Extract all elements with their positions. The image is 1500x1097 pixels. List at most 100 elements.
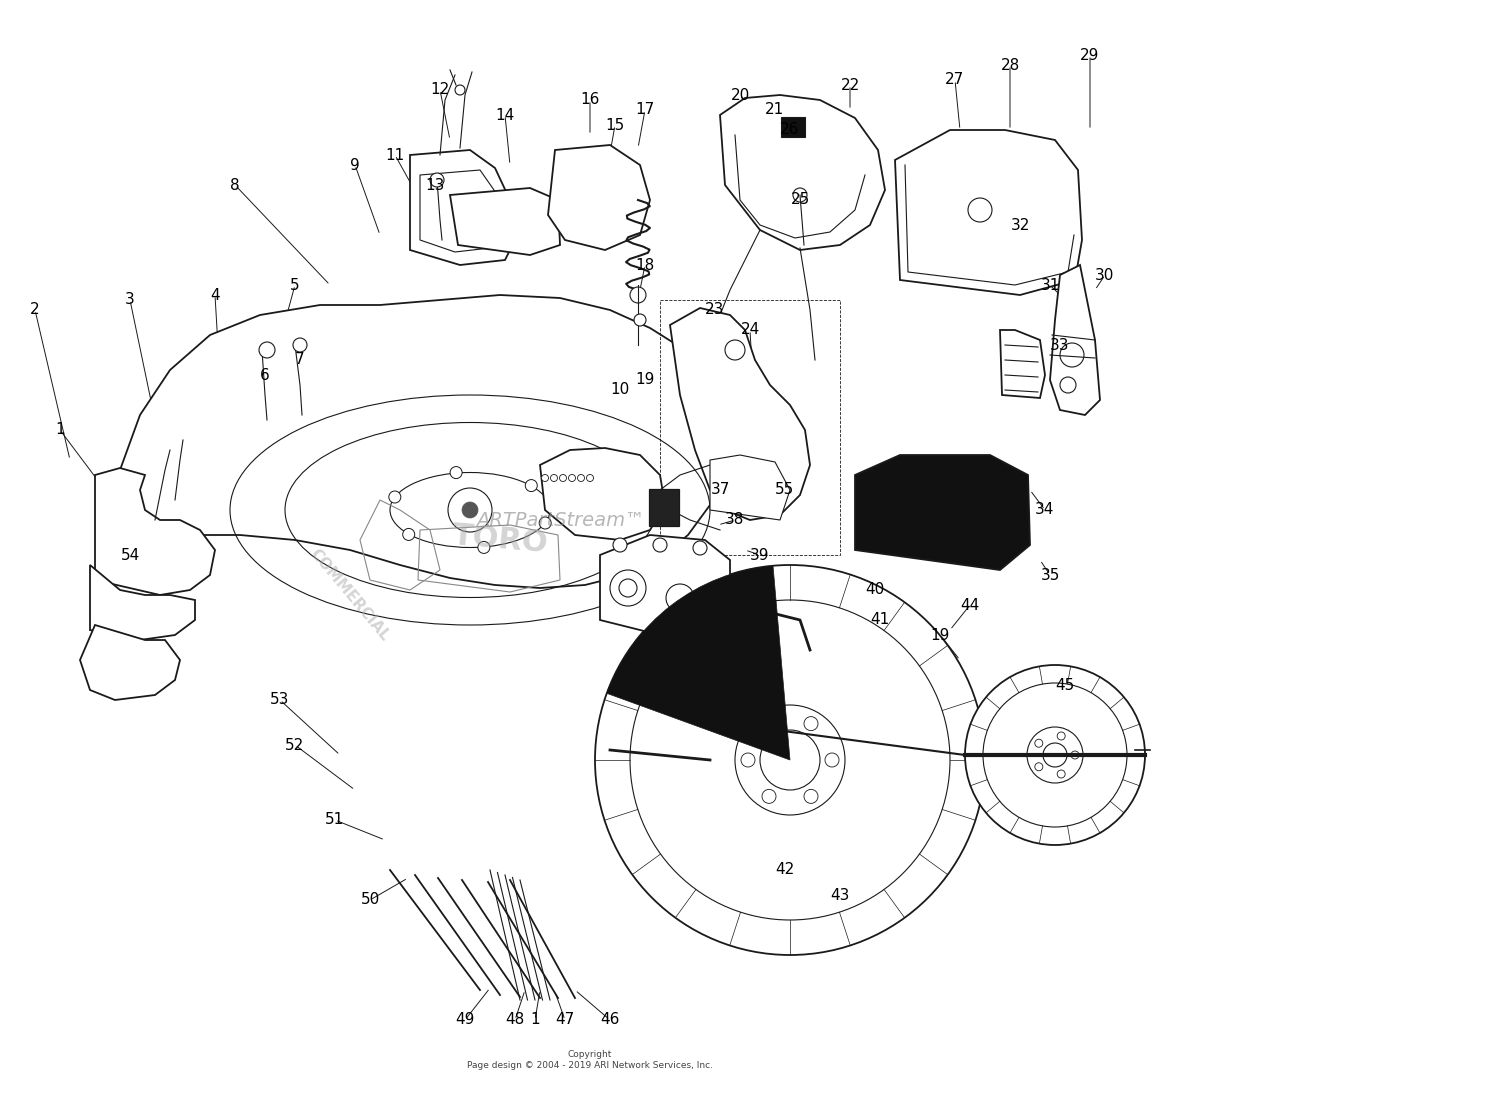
Text: 43: 43	[831, 887, 849, 903]
Circle shape	[630, 287, 646, 303]
Circle shape	[1028, 727, 1083, 783]
Polygon shape	[710, 455, 791, 520]
Circle shape	[550, 475, 558, 482]
Text: 52: 52	[285, 737, 304, 753]
Polygon shape	[90, 565, 195, 640]
Text: 44: 44	[960, 598, 980, 612]
Circle shape	[1042, 743, 1066, 767]
Text: 18: 18	[636, 258, 654, 272]
Text: 19: 19	[636, 373, 654, 387]
Circle shape	[454, 84, 465, 95]
Circle shape	[1071, 751, 1078, 759]
Polygon shape	[94, 468, 214, 595]
Text: 12: 12	[430, 82, 450, 98]
Circle shape	[462, 502, 478, 518]
Text: TORO: TORO	[452, 521, 549, 558]
Circle shape	[693, 541, 706, 555]
Polygon shape	[670, 308, 810, 520]
Circle shape	[560, 475, 567, 482]
Circle shape	[762, 716, 776, 731]
Text: 5: 5	[290, 278, 300, 293]
Text: 40: 40	[865, 583, 885, 598]
Circle shape	[804, 790, 818, 803]
Polygon shape	[420, 170, 498, 252]
Text: 51: 51	[326, 813, 345, 827]
Circle shape	[968, 197, 992, 222]
Text: 50: 50	[360, 893, 380, 907]
Text: 32: 32	[1011, 217, 1029, 233]
Polygon shape	[116, 295, 730, 588]
Circle shape	[760, 730, 820, 790]
Text: 19: 19	[930, 627, 950, 643]
Circle shape	[542, 475, 549, 482]
Text: ARTPartStream™: ARTPartStream™	[476, 510, 645, 530]
Polygon shape	[1050, 265, 1100, 415]
Text: 53: 53	[270, 692, 290, 708]
Text: 27: 27	[945, 72, 964, 88]
Text: 25: 25	[790, 192, 810, 207]
Circle shape	[402, 529, 414, 541]
Text: 54: 54	[120, 547, 140, 563]
Circle shape	[652, 538, 668, 552]
Circle shape	[430, 173, 444, 186]
Circle shape	[1060, 343, 1084, 367]
Circle shape	[610, 570, 646, 606]
Text: 16: 16	[580, 92, 600, 108]
Text: 2: 2	[30, 303, 40, 317]
Circle shape	[578, 475, 585, 482]
Text: 42: 42	[776, 862, 795, 878]
Text: 29: 29	[1080, 47, 1100, 63]
FancyBboxPatch shape	[782, 117, 806, 137]
Polygon shape	[540, 448, 664, 540]
Circle shape	[1060, 377, 1076, 393]
Text: 10: 10	[610, 383, 630, 397]
Text: 14: 14	[495, 108, 514, 123]
Text: 3: 3	[124, 293, 135, 307]
Text: 28: 28	[1000, 57, 1020, 72]
Circle shape	[1058, 770, 1065, 778]
Circle shape	[634, 314, 646, 326]
Polygon shape	[450, 188, 560, 255]
Polygon shape	[720, 95, 885, 250]
Circle shape	[292, 338, 308, 352]
Text: 13: 13	[426, 178, 444, 192]
Polygon shape	[80, 625, 180, 700]
Text: 26: 26	[780, 123, 800, 137]
Text: 41: 41	[870, 612, 889, 627]
Circle shape	[762, 790, 776, 803]
Text: 22: 22	[840, 78, 860, 92]
Text: 6: 6	[260, 367, 270, 383]
Text: 7: 7	[296, 352, 304, 367]
Text: 49: 49	[456, 1013, 474, 1028]
Text: 33: 33	[1050, 338, 1070, 352]
Polygon shape	[548, 145, 650, 250]
Text: 17: 17	[636, 102, 654, 117]
Circle shape	[260, 342, 274, 358]
Text: 1: 1	[530, 1013, 540, 1028]
Circle shape	[1035, 739, 1042, 747]
Circle shape	[666, 584, 694, 612]
Text: COMMERCIAL: COMMERCIAL	[308, 546, 393, 644]
Polygon shape	[1000, 330, 1045, 398]
Text: 55: 55	[776, 483, 795, 498]
Circle shape	[735, 705, 844, 815]
Circle shape	[804, 716, 818, 731]
Text: 38: 38	[726, 512, 744, 528]
Text: 21: 21	[765, 102, 784, 117]
Circle shape	[1035, 762, 1042, 771]
Circle shape	[724, 340, 746, 360]
Text: 34: 34	[1035, 502, 1054, 518]
Text: 4: 4	[210, 287, 220, 303]
Polygon shape	[896, 131, 1082, 295]
Text: 1: 1	[56, 422, 64, 438]
Text: 35: 35	[1041, 567, 1059, 583]
Polygon shape	[600, 535, 730, 635]
Text: 47: 47	[555, 1013, 574, 1028]
Circle shape	[964, 665, 1144, 845]
FancyBboxPatch shape	[650, 489, 680, 525]
Text: Copyright
Page design © 2004 - 2019 ARI Network Services, Inc.: Copyright Page design © 2004 - 2019 ARI …	[466, 1050, 712, 1070]
Wedge shape	[608, 566, 790, 760]
Polygon shape	[410, 150, 515, 265]
Circle shape	[568, 475, 576, 482]
Text: 30: 30	[1095, 268, 1114, 283]
